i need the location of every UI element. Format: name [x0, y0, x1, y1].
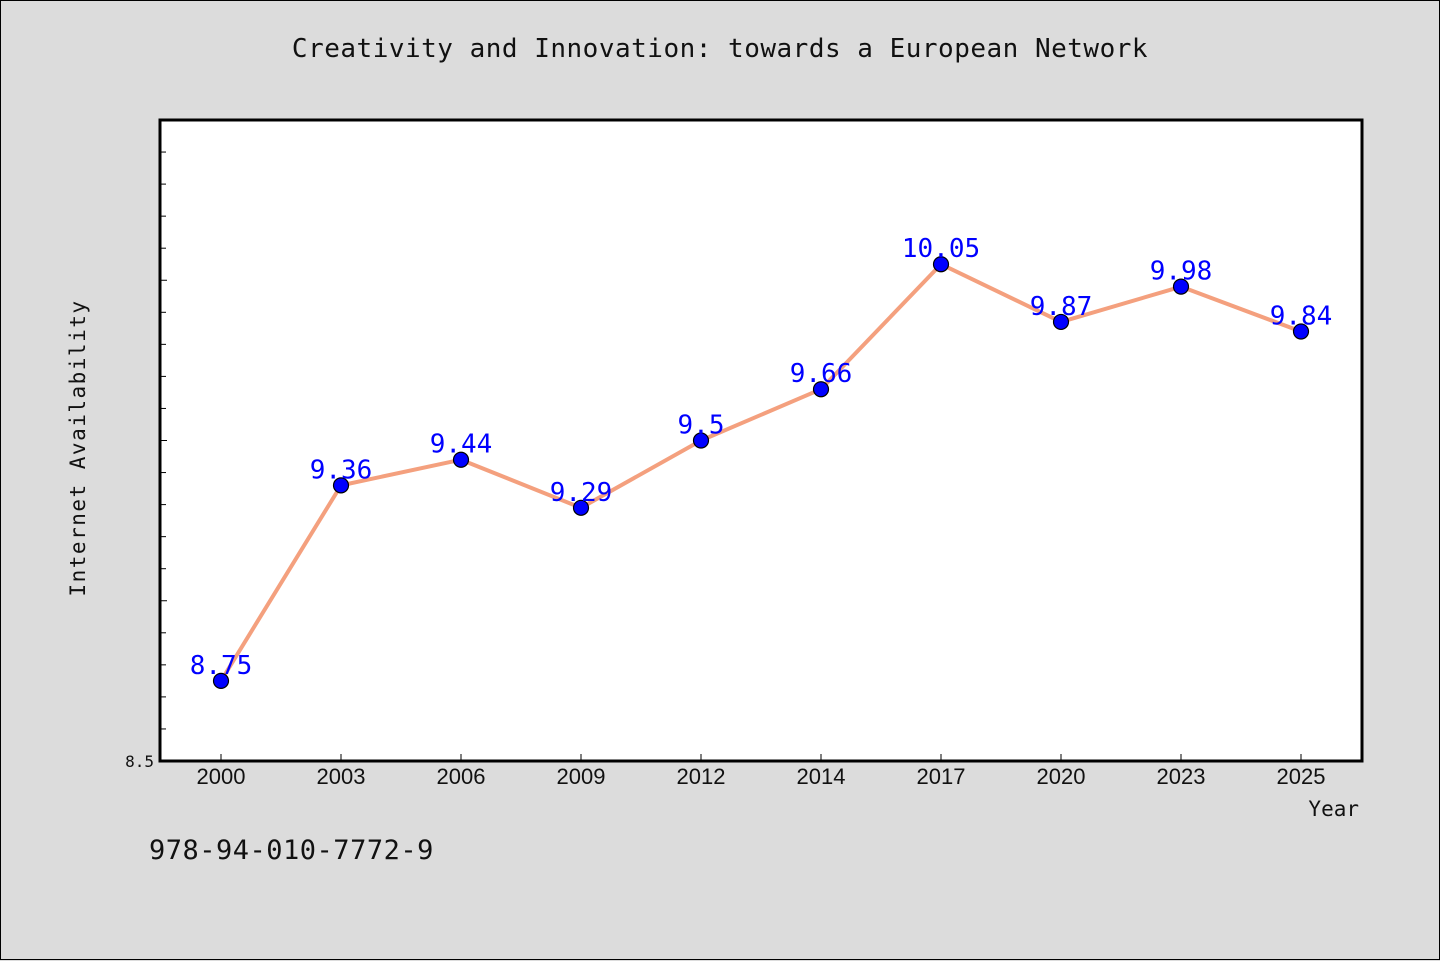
- x-tick-label: 2014: [797, 764, 846, 789]
- data-label: 9.84: [1270, 302, 1333, 332]
- x-tick-label: 2009: [557, 764, 606, 789]
- data-point: [332, 477, 350, 494]
- data-point: [932, 256, 950, 273]
- series-line: [219, 262, 1303, 683]
- data-label: 10.05: [902, 234, 980, 264]
- data-point: [212, 672, 230, 689]
- data-label: 8.75: [190, 651, 253, 681]
- x-tick-label: 2012: [677, 764, 726, 789]
- x-tick-label: 2023: [1157, 764, 1206, 789]
- data-label: 9.87: [1030, 292, 1093, 322]
- data-label: 9.36: [310, 455, 373, 485]
- plot-frame: [158, 118, 1364, 763]
- x-tick-label: 2003: [317, 764, 366, 789]
- plot-area: [160, 120, 1362, 761]
- x-tick-label: 2006: [437, 764, 486, 789]
- isbn-code: 978-94-010-7772-9: [149, 835, 434, 866]
- chart-title: Creativity and Innovation: towards a Eur…: [291, 34, 1149, 64]
- data-label: 9.44: [430, 430, 493, 460]
- data-label: 9.5: [678, 411, 725, 441]
- data-point: [1292, 323, 1310, 340]
- data-label: 9.29: [550, 478, 613, 508]
- x-tick-label: 2000: [197, 764, 246, 789]
- y-tick-label: 8.5: [125, 752, 154, 771]
- x-tick-label: 2017: [917, 764, 966, 789]
- data-point: [812, 381, 830, 398]
- data-point: [1052, 313, 1070, 331]
- data-point: [692, 432, 710, 449]
- data-point: [452, 451, 470, 468]
- x-tick-label: 2020: [1037, 764, 1086, 789]
- data-point: [572, 499, 590, 516]
- x-tick-label: 2025: [1277, 764, 1326, 789]
- x-axis-label: Year: [1308, 797, 1359, 821]
- data-point: [1172, 278, 1190, 295]
- data-label: 9.98: [1150, 257, 1213, 287]
- data-label: 9.66: [790, 359, 853, 389]
